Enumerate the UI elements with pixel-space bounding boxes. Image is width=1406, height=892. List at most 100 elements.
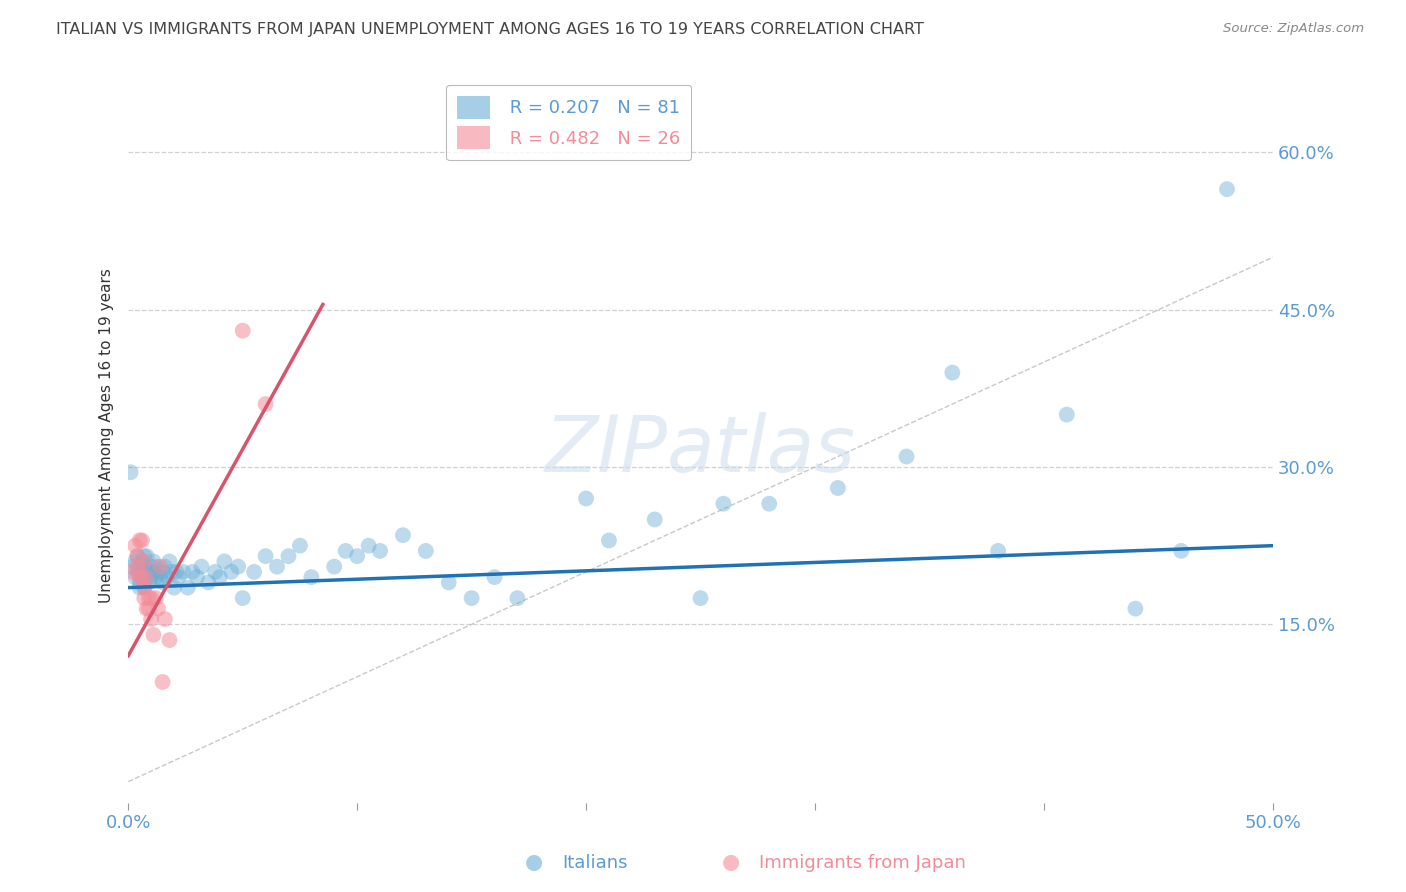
Point bbox=[254, 549, 277, 563]
Point bbox=[145, 570, 167, 584]
Point bbox=[152, 575, 174, 590]
Point bbox=[131, 554, 153, 568]
Point bbox=[266, 559, 288, 574]
Text: ●: ● bbox=[526, 853, 543, 872]
Point bbox=[167, 570, 190, 584]
Point bbox=[128, 559, 150, 574]
Point bbox=[124, 554, 146, 568]
Point bbox=[127, 559, 149, 574]
Point bbox=[415, 544, 437, 558]
Text: ●: ● bbox=[723, 853, 740, 872]
Point bbox=[146, 565, 169, 579]
Point bbox=[987, 544, 1010, 558]
Point bbox=[134, 549, 156, 563]
Point bbox=[146, 601, 169, 615]
Point bbox=[134, 581, 156, 595]
Point bbox=[214, 554, 236, 568]
Point bbox=[127, 549, 149, 563]
Point bbox=[368, 544, 391, 558]
Point bbox=[160, 565, 183, 579]
Point bbox=[128, 533, 150, 548]
Point bbox=[149, 570, 172, 584]
Point bbox=[127, 565, 149, 579]
Point bbox=[163, 581, 186, 595]
Legend:  R = 0.207   N = 81,  R = 0.482   N = 26: R = 0.207 N = 81, R = 0.482 N = 26 bbox=[446, 85, 692, 161]
Point bbox=[142, 554, 165, 568]
Point bbox=[243, 565, 266, 579]
Point bbox=[346, 549, 368, 563]
Point bbox=[172, 565, 194, 579]
Point bbox=[135, 601, 157, 615]
Text: Italians: Italians bbox=[562, 855, 628, 872]
Point bbox=[134, 559, 156, 574]
Point bbox=[713, 497, 735, 511]
Point bbox=[204, 565, 226, 579]
Point bbox=[941, 366, 963, 380]
Point bbox=[134, 581, 156, 595]
Point bbox=[149, 559, 172, 574]
Point bbox=[128, 575, 150, 590]
Point bbox=[142, 565, 165, 579]
Point bbox=[392, 528, 415, 542]
Point bbox=[145, 591, 167, 606]
Point bbox=[575, 491, 598, 506]
Point bbox=[131, 533, 153, 548]
Point bbox=[186, 570, 208, 584]
Point bbox=[177, 581, 200, 595]
Point bbox=[131, 570, 153, 584]
Point bbox=[138, 601, 160, 615]
Point bbox=[335, 544, 357, 558]
Point bbox=[357, 539, 380, 553]
Point bbox=[138, 565, 160, 579]
Point bbox=[121, 565, 143, 579]
Point bbox=[131, 570, 153, 584]
Point bbox=[134, 554, 156, 568]
Point bbox=[1056, 408, 1078, 422]
Point bbox=[484, 570, 506, 584]
Point bbox=[152, 675, 174, 690]
Point bbox=[1216, 182, 1239, 196]
Point bbox=[153, 612, 176, 626]
Y-axis label: Unemployment Among Ages 16 to 19 years: Unemployment Among Ages 16 to 19 years bbox=[100, 268, 114, 603]
Point bbox=[689, 591, 711, 606]
Point bbox=[138, 575, 160, 590]
Point bbox=[159, 554, 181, 568]
Point bbox=[232, 591, 254, 606]
Point bbox=[139, 612, 162, 626]
Point bbox=[142, 628, 165, 642]
Point bbox=[134, 570, 156, 584]
Point bbox=[124, 570, 146, 584]
Point bbox=[208, 570, 231, 584]
Point bbox=[181, 565, 204, 579]
Point bbox=[135, 565, 157, 579]
Point bbox=[121, 559, 143, 574]
Point bbox=[138, 591, 160, 606]
Point bbox=[232, 324, 254, 338]
Point bbox=[135, 570, 157, 584]
Point bbox=[131, 565, 153, 579]
Point bbox=[120, 465, 142, 479]
Point bbox=[1170, 544, 1192, 558]
Point bbox=[134, 591, 156, 606]
Point bbox=[128, 581, 150, 595]
Point bbox=[827, 481, 849, 495]
Point bbox=[896, 450, 918, 464]
Point bbox=[135, 549, 157, 563]
Point bbox=[156, 570, 179, 584]
Point bbox=[127, 549, 149, 563]
Point bbox=[159, 633, 181, 648]
Point bbox=[139, 559, 162, 574]
Point bbox=[197, 575, 219, 590]
Point bbox=[139, 570, 162, 584]
Point bbox=[506, 591, 529, 606]
Point bbox=[153, 559, 176, 574]
Point bbox=[323, 559, 346, 574]
Point bbox=[226, 559, 249, 574]
Point bbox=[165, 565, 187, 579]
Point bbox=[288, 539, 311, 553]
Point bbox=[254, 397, 277, 411]
Point bbox=[124, 539, 146, 553]
Point bbox=[437, 575, 460, 590]
Point bbox=[152, 565, 174, 579]
Point bbox=[460, 591, 482, 606]
